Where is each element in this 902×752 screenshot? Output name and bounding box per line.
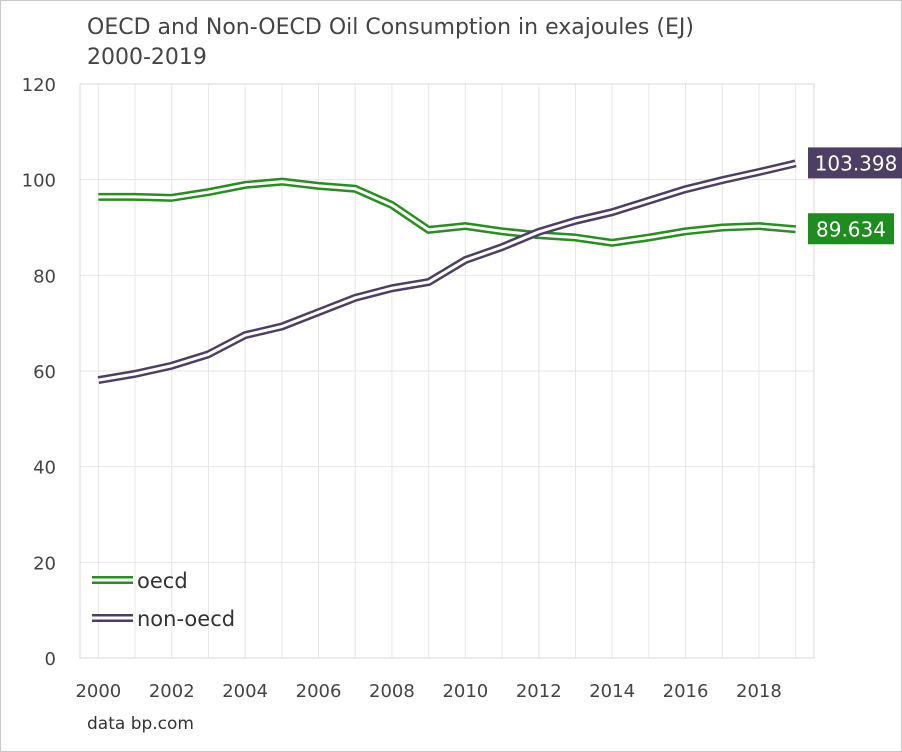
end-label: 103.398 — [815, 151, 898, 175]
end-labels: 89.634 103.398 — [808, 147, 902, 245]
legend-label: non-oecd — [137, 607, 235, 631]
legend: oecd non-oecd — [92, 569, 235, 631]
end-label-box — [808, 147, 902, 179]
series-line-inner — [98, 180, 796, 245]
x-tick-label: 2012 — [516, 681, 562, 702]
x-tick-label: 2004 — [222, 681, 268, 702]
end-label: 89.634 — [816, 217, 886, 241]
axes: 0 20 40 60 80 100 120 2000 2002 2004 2006 2008 2010 2… — [22, 75, 815, 702]
y-tick-label: 0 — [45, 649, 56, 670]
x-tick-label: 2002 — [149, 681, 195, 702]
legend-label: oecd — [137, 569, 188, 593]
end-label-box — [808, 213, 894, 245]
x-tick-label: 2016 — [663, 681, 709, 702]
y-tick-label: 40 — [33, 458, 56, 479]
chart-title-block: OECD and Non-OECD Oil Consumption in exa… — [87, 13, 694, 73]
chart-subtitle: 2000-2019 — [87, 45, 207, 70]
y-tick-label: 120 — [22, 75, 56, 96]
y-tick-label: 20 — [33, 553, 56, 574]
x-tick-label: 2014 — [589, 681, 635, 702]
y-tick-label: 100 — [22, 171, 56, 192]
x-tick-label: 2008 — [369, 681, 415, 702]
y-tick-label: 80 — [33, 266, 56, 287]
chart-source: data bp.com — [87, 714, 194, 734]
series-line-inner — [98, 161, 796, 382]
y-tick-label: 60 — [33, 362, 56, 383]
x-tick-label: 2018 — [736, 681, 782, 702]
x-tick-label: 2000 — [75, 681, 121, 702]
gridlines — [80, 83, 814, 659]
plot-area-border — [79, 83, 815, 659]
chart-title: OECD and Non-OECD Oil Consumption in exa… — [87, 15, 694, 40]
series-lines — [97, 159, 797, 385]
x-tick-label: 2006 — [296, 681, 342, 702]
x-tick-label: 2010 — [442, 681, 488, 702]
